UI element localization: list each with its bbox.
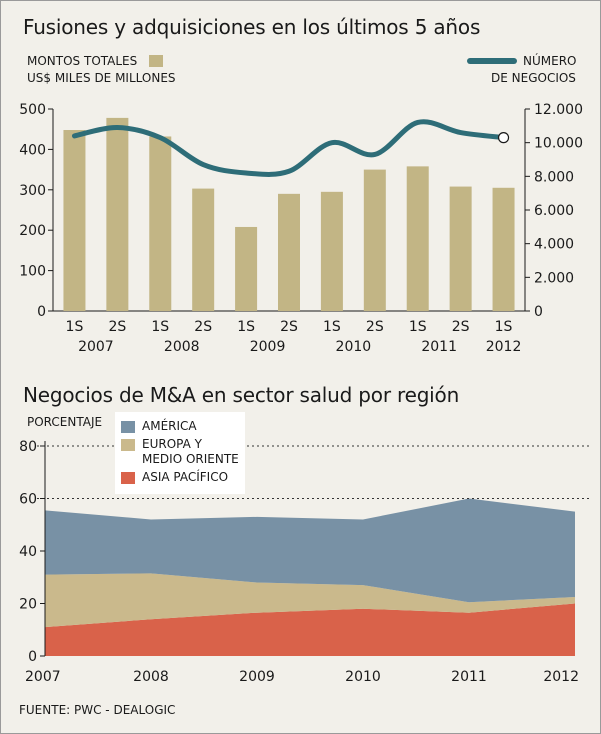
year-label-0: 2007 [78,339,114,355]
y2-tick-2: 4.000 [534,237,574,253]
area-legend-box: AMÉRICA EUROPA Y MEDIO ORIENTE ASIA PACÍ… [115,412,245,494]
x-tick-2: 1S [151,319,169,335]
bar-8 [406,166,429,311]
chart2-y-tick-1: 20 [19,597,37,613]
x-tick-0: 1S [66,319,84,335]
year-label-1: 2008 [164,339,200,355]
year-label-2: 2009 [250,339,286,355]
line-legend-line1: NÚMERO [523,54,577,68]
chart2-x-tick-4: 2011 [451,669,487,685]
y2-tick-0: 0 [534,304,543,320]
x-tick-4: 1S [237,319,255,335]
y2-tick-6: 12.000 [534,102,583,118]
x-tick-3: 2S [194,319,212,335]
year-label-4: 2011 [421,339,457,355]
bar-legend-swatch [149,55,163,67]
y-tick-3: 300 [19,183,46,199]
bar-6 [320,191,343,311]
y-tick-5: 500 [19,102,46,118]
y2-tick-1: 2.000 [534,270,574,286]
bar-9 [449,186,472,311]
year-label-3: 2010 [336,339,372,355]
bar-5 [278,193,300,311]
y-tick-2: 200 [19,223,46,239]
line-legend-line2: DE NEGOCIOS [491,71,576,85]
chart2-title: Negocios de M&A en sector salud por regi… [23,383,460,407]
x-tick-10: 1S [495,319,513,335]
source-note: FUENTE: PWC - DEALOGIC [19,703,176,717]
chart2-y-tick-4: 80 [19,439,37,455]
legend-label-asia: ASIA PACÍFICO [142,470,229,484]
x-tick-1: 2S [108,319,126,335]
y-tick-4: 400 [19,142,46,158]
chart2-y-tick-2: 40 [19,544,37,560]
deals-point-10 [497,132,510,144]
bar-legend-line1: MONTOS TOTALES [27,54,138,68]
year-label-5: 2012 [486,339,522,355]
bar-4 [235,226,258,311]
legend-swatch-asia [121,472,135,484]
y2-tick-5: 10.000 [534,136,583,152]
legend-label-america: AMÉRICA [142,419,197,433]
chart2-ylabel: PORCENTAJE [27,415,103,429]
y2-tick-3: 6.000 [534,203,574,219]
area-europa-y-medio-oriente [45,573,575,628]
legend-label-europa-1: EUROPA Y [142,437,202,451]
chart2-x-tick-3: 2010 [345,669,381,685]
bar-legend-line2: US$ MILES DE MILLONES [27,71,176,85]
area-am-rica [45,498,575,603]
chart2-x-tick-1: 2008 [133,669,169,685]
legend-swatch-america [121,421,135,433]
bar-3 [192,188,215,311]
x-tick-7: 2S [366,319,384,335]
x-tick-6: 1S [323,319,341,335]
area-asia-pac-fico [45,603,575,656]
legend-swatch-europa [121,439,135,451]
chart2-y-tick-3: 60 [19,492,37,508]
chart2-y-tick-0: 0 [28,649,37,665]
chart2-x-tick-0: 2007 [25,669,61,685]
x-tick-9: 2S [452,319,470,335]
chart2-x-tick-5: 2012 [543,669,579,685]
bar-10 [492,187,515,311]
bar-1 [106,117,129,311]
bar-7 [363,169,386,311]
y2-tick-4: 8.000 [534,169,574,185]
x-tick-8: 1S [409,319,427,335]
y-tick-1: 100 [19,264,46,280]
x-tick-5: 2S [280,319,298,335]
chart1-title: Fusiones y adquisiciones en los últimos … [23,15,481,39]
y-tick-0: 0 [37,304,46,320]
legend-label-europa-2: MEDIO ORIENTE [142,452,239,466]
chart2-x-tick-2: 2009 [239,669,275,685]
bar-0 [63,130,86,311]
bar-2 [149,136,172,311]
